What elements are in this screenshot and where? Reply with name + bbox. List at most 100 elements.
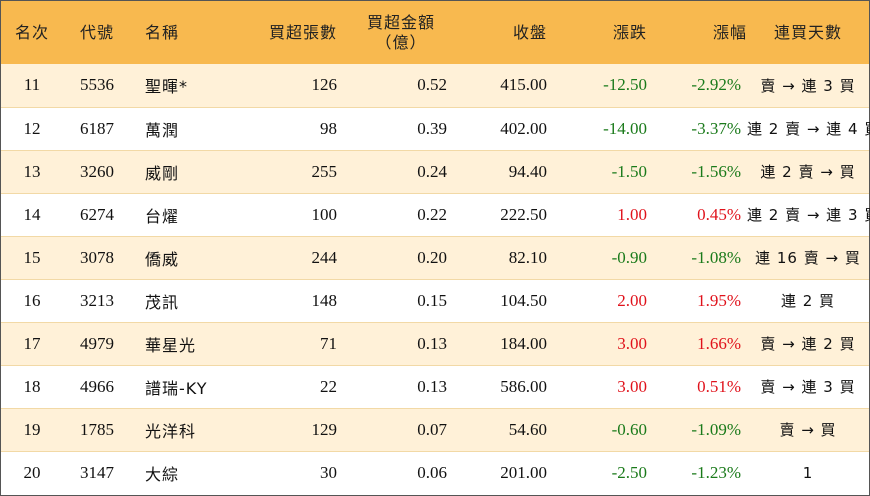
cell-amount: 0.15 — [417, 290, 447, 310]
cell-name: 光洋科 — [145, 421, 197, 441]
cell-lots: 126 — [311, 75, 338, 95]
cell-lots: 129 — [311, 419, 338, 439]
cell-change: -1.50 — [611, 161, 647, 181]
cell-close: 201.00 — [500, 462, 547, 482]
cell-change: 3.00 — [617, 376, 647, 396]
cell-pct: -1.09% — [691, 419, 741, 439]
cell-lots: 30 — [320, 462, 337, 482]
cell-close: 104.50 — [500, 290, 547, 310]
cell-lots: 22 — [320, 376, 337, 396]
cell-streak: 連 16 賣 → 買 — [755, 249, 861, 267]
cell-amount: 0.13 — [417, 333, 447, 353]
cell-close: 184.00 — [500, 333, 547, 353]
cell-pct: -1.56% — [691, 161, 741, 181]
cell-streak: 賣 → 買 — [779, 421, 837, 439]
cell-lots: 244 — [311, 247, 338, 267]
cell-pct: -1.08% — [691, 247, 741, 267]
cell-pct: 1.66% — [697, 333, 741, 353]
cell-close: 54.60 — [508, 419, 547, 439]
cell-name: 威剛 — [145, 163, 180, 183]
cell-change: -12.50 — [603, 75, 647, 95]
table-header-row: 名次 代號 名稱 買超張數 買超金額 （億） 收盤 漲跌 漲幅 連買天數 — [1, 1, 869, 64]
cell-change: 3.00 — [617, 333, 647, 353]
header-streak: 連買天數 — [773, 22, 842, 42]
table-row: 18 4966 譜瑞-KY 22 0.13 586.00 3.00 0.51% … — [1, 365, 869, 408]
cell-close: 222.50 — [500, 204, 547, 224]
cell-code: 3147 — [80, 462, 114, 482]
cell-streak: 賣 → 連 3 買 — [760, 76, 856, 95]
cell-change: 1.00 — [617, 204, 647, 224]
cell-amount: 0.22 — [417, 204, 447, 224]
cell-rank: 11 — [23, 75, 41, 95]
table-row: 11 5536 聖暉* 126 0.52 415.00 -12.50 -2.92… — [1, 64, 869, 107]
cell-rank: 18 — [23, 376, 41, 396]
cell-name: 華星光 — [145, 335, 197, 355]
header-amount-line2: （億） — [375, 32, 427, 52]
cell-rank: 16 — [23, 290, 41, 310]
cell-lots: 71 — [320, 333, 337, 353]
table-row: 15 3078 僑威 244 0.20 82.10 -0.90 -1.08% 連… — [1, 236, 869, 279]
cell-code: 3078 — [80, 247, 114, 267]
cell-code: 1785 — [80, 419, 114, 439]
header-name: 名稱 — [145, 22, 180, 42]
cell-pct: -2.92% — [691, 75, 741, 95]
cell-name: 大綜 — [145, 464, 180, 484]
cell-pct: 0.45% — [697, 204, 741, 224]
header-lots: 買超張數 — [268, 22, 337, 42]
cell-code: 4966 — [80, 376, 114, 396]
cell-name: 茂訊 — [145, 292, 180, 312]
header-amount-line1: 買超金額 — [366, 12, 435, 32]
cell-code: 3260 — [80, 161, 114, 181]
cell-amount: 0.06 — [417, 462, 447, 482]
cell-code: 6187 — [80, 118, 114, 138]
header-change: 漲跌 — [612, 22, 647, 42]
cell-rank: 17 — [23, 333, 41, 353]
table-row: 13 3260 威剛 255 0.24 94.40 -1.50 -1.56% 連… — [1, 150, 869, 193]
cell-rank: 19 — [23, 419, 41, 439]
cell-streak: 連 2 賣 → 連 3 買 — [747, 206, 870, 224]
header-amount: 買超金額 （億） — [337, 1, 447, 64]
cell-change: -14.00 — [603, 118, 647, 138]
cell-change: 2.00 — [617, 290, 647, 310]
table-row: 19 1785 光洋科 129 0.07 54.60 -0.60 -1.09% … — [1, 408, 869, 451]
cell-rank: 12 — [23, 118, 41, 138]
cell-streak: 賣 → 連 2 買 — [760, 335, 856, 353]
cell-lots: 148 — [311, 290, 338, 310]
cell-name: 聖暉* — [145, 77, 189, 97]
cell-rank: 14 — [23, 204, 41, 224]
cell-code: 6274 — [80, 204, 114, 224]
header-close: 收盤 — [512, 22, 547, 42]
cell-lots: 98 — [320, 118, 337, 138]
cell-change: -2.50 — [611, 462, 647, 482]
cell-amount: 0.52 — [417, 75, 447, 95]
cell-close: 402.00 — [500, 118, 547, 138]
cell-rank: 20 — [23, 462, 41, 482]
cell-amount: 0.13 — [417, 376, 447, 396]
table-row: 12 6187 萬潤 98 0.39 402.00 -14.00 -3.37% … — [1, 107, 870, 150]
cell-lots: 100 — [311, 204, 338, 224]
cell-pct: -3.37% — [691, 118, 741, 138]
header-pct: 漲幅 — [712, 22, 747, 42]
cell-name: 萬潤 — [145, 120, 180, 140]
cell-streak: 連 2 賣 → 買 — [760, 163, 856, 181]
cell-streak: 連 2 賣 → 連 4 買 — [747, 120, 870, 138]
cell-amount: 0.07 — [417, 419, 447, 439]
table-row: 14 6274 台燿 100 0.22 222.50 1.00 0.45% 連 … — [1, 193, 870, 236]
cell-name: 僑威 — [145, 249, 180, 269]
cell-change: -0.60 — [611, 419, 647, 439]
cell-code: 4979 — [80, 333, 114, 353]
cell-close: 586.00 — [500, 376, 547, 396]
cell-rank: 15 — [23, 247, 41, 267]
cell-lots: 255 — [311, 161, 338, 181]
cell-streak: 連 2 買 — [780, 292, 836, 310]
cell-change: -0.90 — [611, 247, 647, 267]
header-code: 代號 — [79, 22, 114, 42]
cell-amount: 0.20 — [417, 247, 447, 267]
cell-amount: 0.24 — [417, 161, 447, 181]
header-rank: 名次 — [14, 22, 49, 42]
cell-close: 415.00 — [500, 75, 547, 95]
table-row: 16 3213 茂訊 148 0.15 104.50 2.00 1.95% 連 … — [1, 279, 869, 322]
cell-name: 台燿 — [145, 206, 180, 226]
